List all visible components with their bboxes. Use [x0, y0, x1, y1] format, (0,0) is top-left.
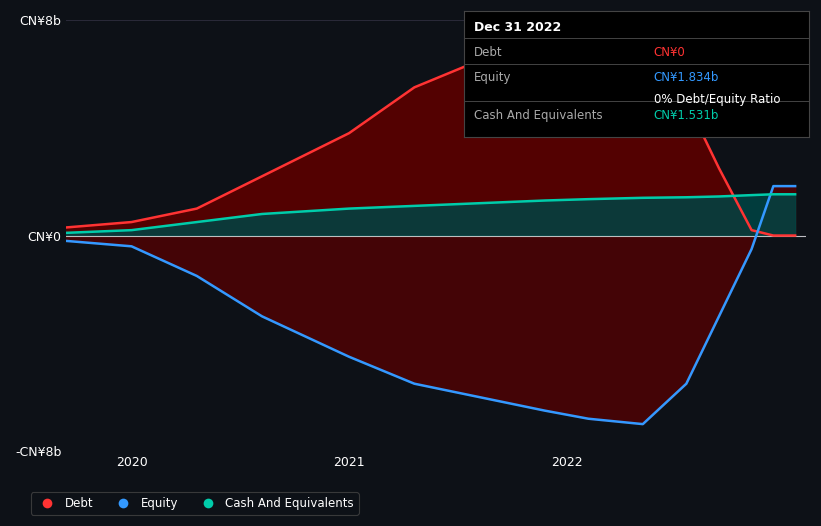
Text: Cash And Equivalents: Cash And Equivalents — [475, 109, 603, 122]
Text: 0% Debt/Equity Ratio: 0% Debt/Equity Ratio — [654, 93, 780, 106]
Text: Equity: Equity — [475, 71, 511, 84]
Text: Dec 31 2022: Dec 31 2022 — [475, 21, 562, 34]
Legend: Debt, Equity, Cash And Equivalents: Debt, Equity, Cash And Equivalents — [30, 492, 359, 515]
Text: Debt: Debt — [475, 46, 502, 59]
Text: CN¥1.531b: CN¥1.531b — [654, 109, 719, 122]
Text: CN¥1.834b: CN¥1.834b — [654, 71, 719, 84]
Text: CN¥0: CN¥0 — [654, 46, 686, 59]
